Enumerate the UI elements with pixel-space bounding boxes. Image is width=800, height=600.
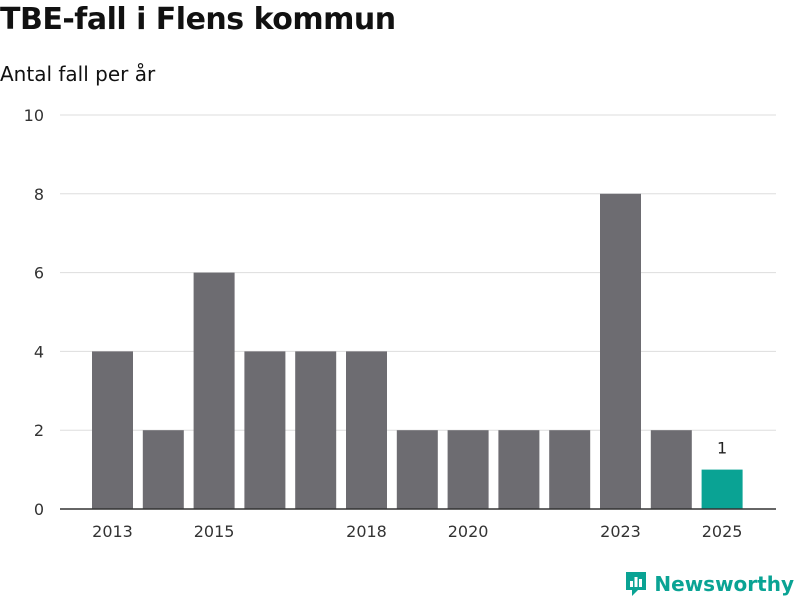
bar bbox=[193, 272, 235, 509]
chart-subtitle: Antal fall per år bbox=[0, 62, 156, 86]
bar bbox=[549, 430, 591, 509]
x-tick-label: 2025 bbox=[702, 522, 743, 541]
brand-name: Newsworthy bbox=[654, 572, 794, 596]
newsworthy-logo: Newsworthy bbox=[624, 570, 794, 598]
x-tick-label: 2013 bbox=[92, 522, 133, 541]
y-tick-label: 4 bbox=[34, 342, 44, 361]
y-tick-label: 2 bbox=[34, 421, 44, 440]
bar bbox=[142, 430, 184, 509]
y-tick-label: 6 bbox=[34, 264, 44, 283]
x-tick-label: 2023 bbox=[600, 522, 641, 541]
x-tick-label: 2018 bbox=[346, 522, 387, 541]
data-label: 1 bbox=[717, 439, 727, 458]
x-tick-label: 2015 bbox=[194, 522, 235, 541]
bar bbox=[244, 351, 286, 509]
bar bbox=[396, 430, 438, 509]
chart-title: TBE-fall i Flens kommun bbox=[0, 2, 396, 37]
bar bbox=[600, 193, 641, 510]
bar bbox=[295, 351, 337, 509]
bar bbox=[701, 469, 743, 509]
bar bbox=[650, 430, 692, 509]
bar bbox=[92, 351, 133, 509]
bar-chart-logo-icon bbox=[626, 572, 647, 596]
y-tick-label: 10 bbox=[24, 106, 44, 125]
x-tick-label: 2020 bbox=[448, 522, 489, 541]
bar bbox=[498, 430, 540, 509]
bar bbox=[447, 430, 489, 509]
bar bbox=[346, 351, 387, 509]
y-tick-label: 0 bbox=[34, 500, 44, 519]
y-tick-label: 8 bbox=[34, 185, 44, 204]
